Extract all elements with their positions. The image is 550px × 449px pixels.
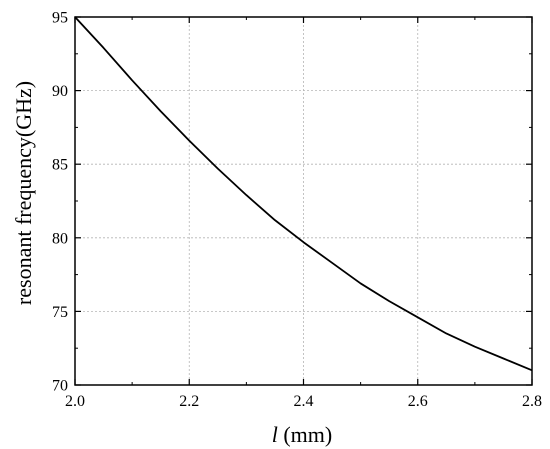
x-tick-label: 2.4 (294, 393, 314, 410)
x-axis-unit: (mm) (278, 422, 332, 447)
x-tick-label: 2.0 (65, 393, 85, 410)
y-tick-label: 95 (52, 10, 68, 27)
x-tick-label: 2.6 (408, 393, 428, 410)
x-axis-label: l (mm) (272, 422, 333, 447)
series-group (74, 16, 533, 372)
y-tick-label: 85 (52, 157, 68, 174)
y-axis-label: resonant frequency(GHz) (11, 81, 36, 305)
y-tick-label: 70 (52, 378, 68, 395)
x-tick-label: 2.8 (522, 393, 542, 410)
x-axis-variable: l (272, 422, 278, 447)
grid-lines (75, 17, 532, 385)
tick-labels: 2.0 2.2 2.4 2.6 2.8 70 75 80 85 90 95 (52, 10, 542, 411)
series-line (74, 16, 533, 372)
x-tick-label: 2.2 (179, 393, 199, 410)
y-tick-label: 80 (52, 230, 68, 247)
y-tick-label: 90 (52, 83, 68, 100)
y-tick-label: 75 (52, 304, 68, 321)
axis-ticks (74, 16, 533, 386)
